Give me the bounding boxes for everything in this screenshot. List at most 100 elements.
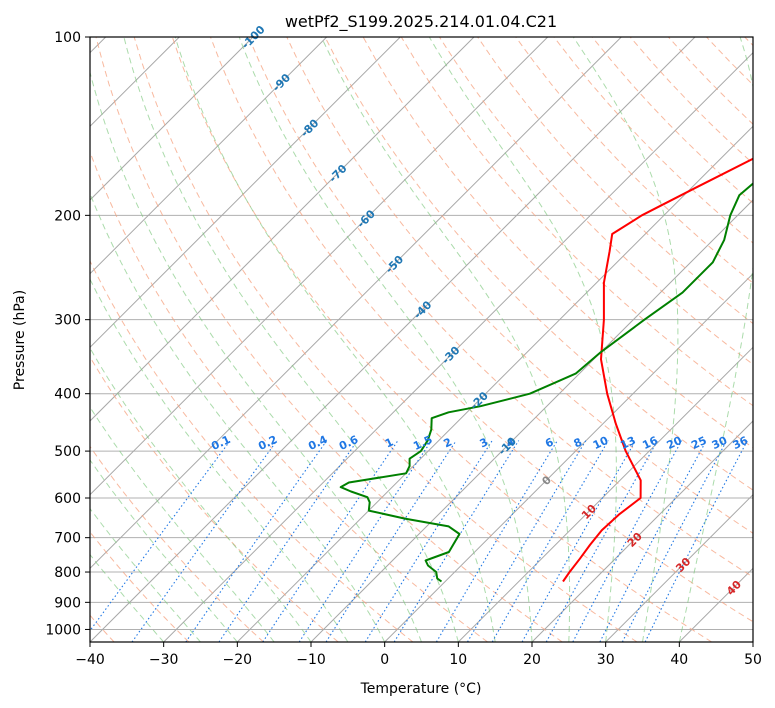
isotherm-line: [90, 37, 328, 275]
isotherm-line: [90, 37, 475, 422]
moist-adiabat-line: [90, 459, 238, 642]
dry-adiabat-line: [515, 37, 753, 284]
moist-adiabat-line: [572, 37, 679, 642]
dry-adiabat-line: [248, 37, 753, 578]
mixing-ratio-label: 8: [572, 435, 584, 450]
mixing-ratio-label: 13: [618, 434, 637, 452]
mixing-ratio-line: [521, 440, 637, 642]
dewpoint-series-line: [339, 182, 753, 583]
mixing-ratio-line: [491, 440, 609, 642]
moist-adiabat-line: [123, 37, 459, 642]
y-tick-label: 900: [54, 595, 81, 611]
mixing-ratio-line: [545, 440, 659, 642]
isotherm-line: [678, 567, 753, 642]
x-tick-label: 10: [449, 652, 467, 668]
dry-adiabat-line: [668, 37, 753, 125]
x-tick-label: 30: [597, 652, 615, 668]
mixing-ratio-label: 10: [591, 434, 611, 452]
dry-adiabat-line: [133, 37, 638, 642]
dry-adiabat-line: [286, 37, 753, 534]
moist-adiabat-line: [90, 347, 312, 642]
moist-adiabat-line: [90, 70, 422, 642]
x-tick-label: 50: [744, 652, 762, 668]
moist-adiabat-line: [174, 37, 496, 642]
isotherm-line: [236, 125, 753, 642]
x-tick-label: 20: [523, 652, 541, 668]
mixing-ratio-label: 3: [478, 435, 490, 450]
isotherm-line: [90, 37, 549, 496]
dry-adiabat-line: [706, 37, 753, 86]
isotherm-line: [605, 493, 753, 642]
dry-adiabat-line: [90, 356, 339, 642]
x-tick-label: −40: [75, 652, 105, 668]
mixing-ratio-label: 1.5: [411, 433, 434, 453]
dry-adiabat-line: [90, 259, 414, 642]
moist-adiabat-line: [238, 37, 533, 642]
isotherm-line: [90, 37, 622, 570]
mixing-ratio-line: [185, 440, 328, 642]
isotherm-label: -80: [298, 116, 321, 139]
mixing-ratio-line: [364, 440, 493, 642]
mixing-ratio-line: [644, 440, 748, 642]
moist-adiabat-line: [320, 37, 571, 642]
dry-adiabat-line: [744, 37, 753, 47]
x-tick-label: −10: [296, 652, 326, 668]
mixing-ratio-label: 16: [640, 434, 660, 452]
isotherm-line: [310, 199, 753, 642]
isotherm-label: -50: [383, 253, 406, 276]
moist-adiabat-line: [90, 406, 275, 642]
mixing-ratio-label: 1: [383, 435, 395, 450]
mixing-ratio-line: [262, 440, 399, 642]
dry-adiabat-line: [591, 37, 753, 204]
moist-adiabat-line: [678, 37, 753, 642]
isotherm-line: [90, 37, 401, 349]
dry-adiabat-line: [171, 37, 712, 642]
moist-adiabat-line: [428, 37, 617, 642]
mixing-ratio-line: [435, 440, 558, 642]
dry-adiabat-line: [553, 37, 753, 244]
dry-adiabat-line: [90, 531, 190, 642]
dry-adiabat-line: [90, 445, 264, 642]
y-tick-label: 500: [54, 444, 81, 460]
y-tick-label: 600: [54, 491, 81, 507]
mixing-ratio-line: [218, 440, 358, 642]
plot-frame: [89, 36, 754, 643]
isotherm-line: [163, 51, 753, 642]
y-tick-label: 400: [54, 387, 81, 403]
x-tick-label: −30: [149, 652, 179, 668]
mixing-ratio-label: 36: [731, 434, 751, 452]
isotherm-line: [752, 641, 753, 642]
isotherm-line: [90, 37, 696, 642]
mixing-ratio-label: 0.4: [306, 433, 329, 453]
x-tick-label: 0: [380, 652, 389, 668]
dry-adiabat-line: [90, 150, 488, 642]
isotherm-line: [90, 37, 254, 201]
moist-adiabat-line: [90, 192, 386, 642]
y-tick-label: 700: [54, 531, 81, 547]
mixing-ratio-label: 0.2: [256, 433, 279, 453]
dry-adiabat-line: [210, 37, 753, 623]
isotherm-line: [531, 420, 753, 642]
isotherm-line: [457, 346, 753, 642]
mixing-ratio-line: [90, 440, 231, 632]
mixing-ratio-line: [599, 440, 707, 642]
mixing-ratio-label: 0.1: [209, 433, 232, 453]
mixing-ratio-label: 30: [710, 434, 730, 452]
dry-adiabat-line: [324, 37, 753, 491]
isotherm-line: [384, 272, 753, 642]
y-tick-label: 800: [54, 565, 81, 581]
x-axis-label: Temperature (°C): [360, 681, 482, 697]
mixing-ratio-line: [298, 440, 432, 642]
mixing-ratio-line: [393, 440, 520, 642]
dry-adiabat-line: [95, 37, 563, 642]
moist-adiabat-line: [90, 553, 165, 642]
y-tick-label: 200: [54, 208, 81, 224]
x-tick-label: 40: [670, 652, 688, 668]
isotherm-label: -70: [326, 162, 349, 185]
y-tick-label: 100: [54, 30, 81, 46]
moist-adiabat-line: [90, 278, 349, 642]
chart-title: wetPf2_S199.2025.214.01.04.C21: [285, 12, 557, 32]
mixing-ratio-line: [325, 440, 457, 642]
